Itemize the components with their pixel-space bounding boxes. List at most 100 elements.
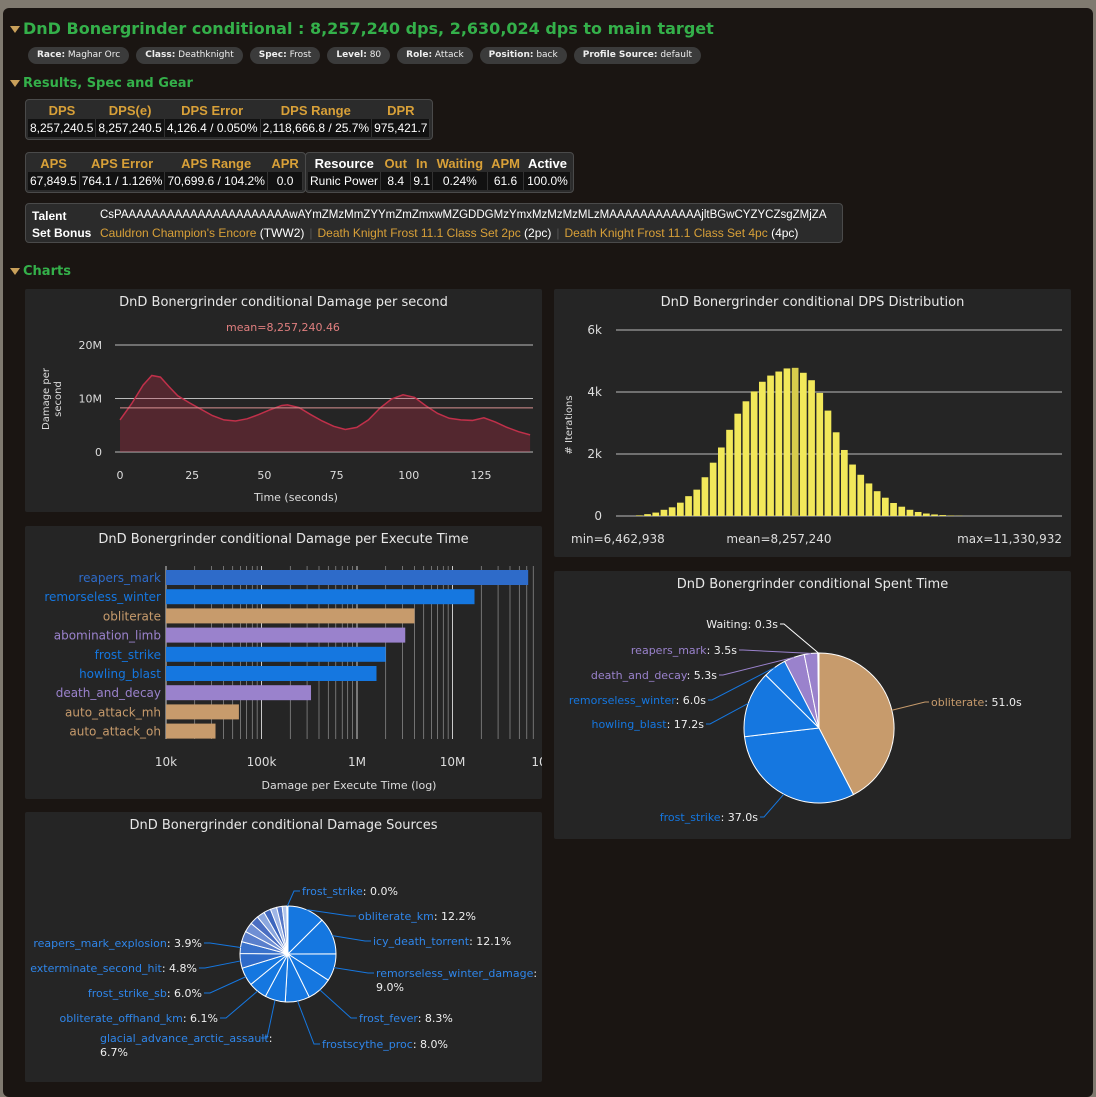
histogram-bar: [668, 507, 676, 516]
category-label: auto_attack_mh: [65, 705, 161, 719]
table-header: APS: [40, 156, 67, 171]
y-tick-label: 20M: [79, 339, 103, 352]
pill-key: Role:: [406, 50, 433, 60]
separator: |: [309, 226, 313, 240]
section-charts-header[interactable]: Charts: [10, 264, 71, 279]
x-axis-label: Time (seconds): [253, 491, 338, 504]
histogram-bar: [709, 462, 717, 516]
pie-value-label: 6.7%: [100, 1046, 128, 1059]
set-bonus-tag: (2pc): [520, 226, 552, 240]
category-label: auto_attack_oh: [69, 725, 161, 739]
profile-pill: Level: 80: [327, 47, 391, 64]
histogram-bar: [931, 514, 938, 516]
profile-pill: Role: Attack: [397, 47, 473, 64]
histogram-bar: [644, 514, 651, 516]
pie-label: reapers_mark: 3.5s: [631, 644, 737, 657]
table-cell: 9.1: [410, 172, 434, 190]
table-cell: 8,257,240.5: [28, 119, 97, 137]
pie-leader-line: [739, 649, 812, 654]
category-label: death_and_decay: [56, 686, 161, 700]
section-results-header[interactable]: Results, Spec and Gear: [10, 76, 193, 91]
table-cell: 4,126.4 / 0.050%: [164, 119, 261, 137]
y-tick-label: 10M: [79, 393, 103, 406]
category-label: remorseless_winter: [44, 590, 161, 604]
y-tick-label: 6k: [587, 323, 602, 337]
histogram-bar: [759, 381, 766, 516]
histogram-bar: [808, 380, 815, 516]
pie-label: obliterate: 51.0s: [931, 696, 1022, 709]
talent-string: CsPAAAAAAAAAAAAAAAAAAAAAAwAYmZMzMmZYYmZm…: [100, 209, 827, 221]
profile-pill: Race: Maghar Orc: [28, 47, 130, 64]
table-header: APS Error: [91, 156, 154, 171]
aps-table: APS APS Error APS Range APR 67,849.5 764.1 /…: [25, 152, 307, 193]
pie-leader-line: [297, 1000, 320, 1045]
pie-label: frost_fever: 8.3%: [359, 1012, 453, 1025]
report-title[interactable]: DnD Bonergrinder conditional : 8,257,240…: [10, 19, 714, 38]
category-label: frost_strike: [95, 648, 161, 662]
collapse-triangle-icon[interactable]: [10, 80, 20, 87]
pie-leader-line: [319, 989, 357, 1019]
histogram-bar: [890, 502, 897, 516]
spent-time-svg: obliterate: 51.0s frost_strike: 37.0s howl…: [569, 618, 1022, 824]
chart-title: DnD Bonergrinder conditional DPS Distrib…: [660, 295, 965, 310]
pill-key: Spec:: [258, 50, 287, 60]
x-tick-label: 10k: [155, 755, 177, 769]
set-bonus-tag: (TWW2): [256, 226, 305, 240]
histogram-bar: [832, 432, 840, 516]
separator: |: [556, 226, 560, 240]
table-cell: 764.1 / 1.126%: [79, 172, 166, 190]
y-axis-label: Damage per: [41, 367, 52, 430]
table-header: DPS Range: [280, 103, 351, 118]
pie-label: exterminate_second_hit: 4.8%: [30, 962, 197, 975]
histogram-bar: [636, 515, 643, 516]
pie-label: icy_death_torrent: 12.1%: [373, 935, 511, 948]
pie-label: obliterate_offhand_km: 6.1%: [60, 1012, 218, 1025]
histogram-bar: [816, 392, 824, 516]
histogram-bar: [882, 497, 889, 516]
set-bonus-tag: (4pc): [767, 226, 799, 240]
pie-label: reapers_mark_explosion: 3.9%: [33, 937, 202, 950]
histogram-bar: [857, 474, 865, 516]
damage-sources-chart: DnD Bonergrinder conditional Damage Sour…: [25, 812, 542, 1082]
bar-obliterate: [166, 608, 415, 624]
table-header: Waiting: [436, 156, 484, 171]
set-bonus-link[interactable]: Death Knight Frost 11.1 Class Set 2pc: [317, 226, 521, 240]
table-header: Resource: [314, 156, 374, 171]
dps-distribution-chart: DnD Bonergrinder conditional DPS Distrib…: [554, 289, 1071, 557]
pie-leader-line: [286, 890, 300, 907]
mean-annotation: mean=8,257,240.46: [226, 321, 340, 334]
pie-label: obliterate_km: 12.2%: [358, 910, 476, 923]
pill-key: Position:: [488, 50, 534, 60]
table-header: Out: [384, 156, 407, 171]
set-bonus-label: Set Bonus: [32, 226, 92, 240]
histogram-bar: [775, 371, 783, 516]
x-tick-label: 100k: [247, 755, 277, 769]
pill-value: Frost: [286, 50, 312, 60]
histogram-bar: [693, 489, 701, 516]
dps-table: DPS DPS(e) DPS Error DPS Range DPR 8,257,240…: [25, 99, 434, 140]
set-bonus-link[interactable]: Cauldron Champion's Encore: [100, 226, 257, 240]
pie-label: frost_strike: 0.0%: [302, 885, 398, 898]
x-tick-label: 50: [257, 469, 271, 482]
pill-value: Attack: [432, 50, 464, 60]
bar-frost_strike: [166, 646, 386, 662]
histogram-bar: [939, 515, 947, 516]
pie-value-label: 9.0%: [376, 981, 404, 994]
damage-per-execute-chart: DnD Bonergrinder conditional Damage per …: [25, 526, 542, 799]
pie-label: death_and_decay: 5.3s: [591, 669, 717, 682]
set-bonus-list: Cauldron Champion's Encore (TWW2) | Death …: [100, 226, 798, 240]
table-header: APR: [271, 156, 299, 171]
collapse-triangle-icon[interactable]: [10, 26, 20, 33]
dps-area: [120, 375, 531, 452]
pie-leader-line: [204, 976, 246, 994]
bar-death_and_decay: [166, 685, 312, 701]
x-tick-label: 10M: [440, 755, 466, 769]
dps-timeline-chart: DnD Bonergrinder conditional Damage per …: [25, 289, 542, 512]
set-bonus-link[interactable]: Death Knight Frost 11.1 Class Set 4pc: [564, 226, 768, 240]
histogram-bar: [742, 401, 750, 516]
pie-leader-line: [760, 793, 785, 818]
collapse-triangle-icon[interactable]: [10, 268, 20, 275]
histogram-bar: [873, 491, 881, 516]
pie-label: Waiting: 0.3s: [706, 618, 778, 631]
pill-value: 80: [366, 50, 382, 60]
